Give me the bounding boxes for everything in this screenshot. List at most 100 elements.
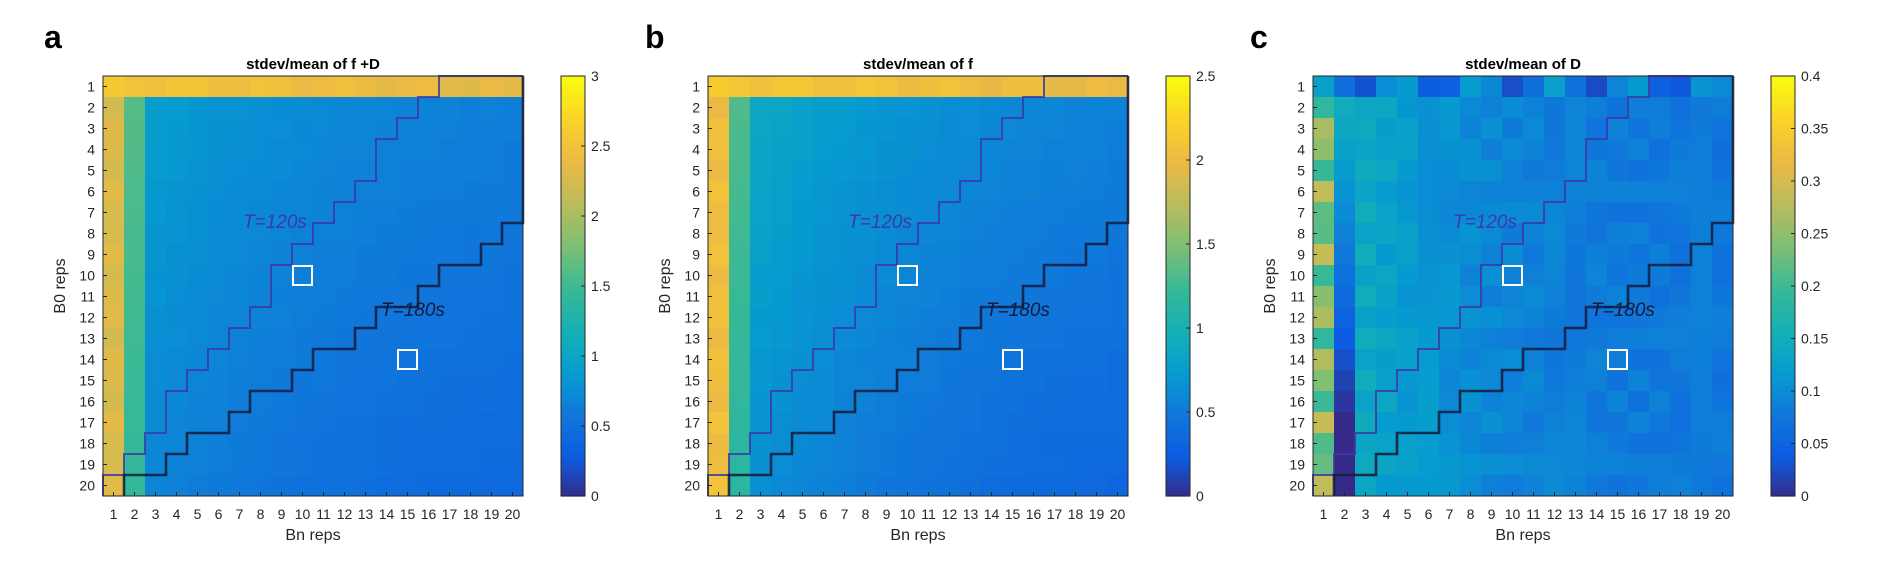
- heatmap-cell: [1691, 223, 1713, 245]
- heatmap-cell: [397, 328, 419, 350]
- heatmap-cell: [313, 391, 335, 413]
- heatmap-cell: [355, 118, 377, 140]
- colorbar-tick-label: 0.3: [1801, 173, 1821, 189]
- heatmap-cell: [1691, 328, 1713, 350]
- heatmap-cell: [771, 433, 793, 455]
- heatmap-cell: [271, 391, 293, 413]
- heatmap-cell: [981, 370, 1003, 392]
- heatmap-cell: [1397, 265, 1419, 287]
- heatmap-cell: [1712, 160, 1734, 182]
- heatmap-cell: [1502, 328, 1524, 350]
- heatmap-cell: [1460, 76, 1482, 98]
- heatmap-cell: [1044, 307, 1066, 329]
- heatmap-cell: [1107, 433, 1129, 455]
- heatmap-cell: [334, 433, 356, 455]
- heatmap-cell: [460, 223, 482, 245]
- heatmap-cell: [1397, 118, 1419, 140]
- heatmap-cell: [1439, 391, 1461, 413]
- heatmap-cell: [1044, 454, 1066, 476]
- heatmap-cell: [250, 412, 272, 434]
- heatmap-cell: [855, 223, 877, 245]
- contour-label-180s: T=180s: [381, 300, 445, 321]
- heatmap-cell: [187, 97, 209, 119]
- colorbar-segment: [561, 86, 585, 92]
- heatmap-cell: [1628, 433, 1650, 455]
- heatmap-cell: [1418, 412, 1440, 434]
- heatmap-cell: [1481, 160, 1503, 182]
- heatmap-cell: [1044, 475, 1066, 497]
- heatmap-cell: [1002, 118, 1024, 140]
- heatmap-cell: [187, 202, 209, 224]
- heatmap-cell: [187, 181, 209, 203]
- heatmap-cell: [1439, 223, 1461, 245]
- heatmap-cell: [502, 412, 524, 434]
- x-tick-label: 14: [379, 506, 395, 522]
- heatmap-cell: [1107, 202, 1129, 224]
- heatmap-cell: [1086, 181, 1108, 203]
- heatmap-cell: [418, 223, 440, 245]
- heatmap-cell: [1481, 139, 1503, 161]
- heatmap-cell: [1355, 286, 1377, 308]
- heatmap-cell: [439, 286, 461, 308]
- colorbar-segment: [1166, 286, 1190, 292]
- heatmap-cell: [1649, 265, 1671, 287]
- heatmap-cell: [103, 76, 125, 98]
- heatmap-cell: [1439, 76, 1461, 98]
- heatmap-cell: [103, 454, 125, 476]
- heatmap-cell: [1418, 475, 1440, 497]
- colorbar-segment: [1166, 386, 1190, 392]
- heatmap-cell: [334, 76, 356, 98]
- heatmap-cell: [481, 160, 503, 182]
- heatmap-cell: [1670, 475, 1692, 497]
- heatmap-cell: [1355, 244, 1377, 266]
- colorbar-segment: [1166, 226, 1190, 232]
- y-tick-label: 16: [79, 394, 95, 410]
- heatmap-cell: [708, 76, 730, 98]
- heatmap-cell: [981, 244, 1003, 266]
- heatmap-cell: [313, 139, 335, 161]
- heatmap-cell: [1023, 139, 1045, 161]
- x-tick-label: 16: [1631, 506, 1647, 522]
- colorbar-segment: [1771, 151, 1795, 157]
- heatmap-cell: [1439, 97, 1461, 119]
- heatmap-cell: [1355, 454, 1377, 476]
- heatmap-cell: [1107, 265, 1129, 287]
- highlight-marker: [1502, 265, 1523, 286]
- heatmap-cell: [771, 391, 793, 413]
- heatmap-cell: [1334, 202, 1356, 224]
- heatmap-cell: [939, 160, 961, 182]
- x-tick-label: 3: [1362, 506, 1370, 522]
- heatmap-cell: [187, 265, 209, 287]
- heatmap-cell: [897, 223, 919, 245]
- heatmap-cell: [897, 286, 919, 308]
- heatmap-cell: [145, 349, 167, 371]
- heatmap-cell: [1586, 244, 1608, 266]
- heatmap-cell: [918, 265, 940, 287]
- y-tick-label: 18: [684, 436, 700, 452]
- heatmap-cell: [1107, 328, 1129, 350]
- colorbar-segment: [561, 91, 585, 97]
- heatmap-cell: [1065, 454, 1087, 476]
- heatmap-cell: [897, 118, 919, 140]
- colorbar-segment: [1771, 221, 1795, 227]
- heatmap-cell: [1313, 412, 1335, 434]
- heatmap-cell: [1607, 181, 1629, 203]
- heatmap-cell: [834, 454, 856, 476]
- heatmap-cell: [1439, 307, 1461, 329]
- heatmap-cell: [1397, 349, 1419, 371]
- y-tick-label: 9: [87, 247, 95, 263]
- colorbar-segment: [1771, 91, 1795, 97]
- heatmap-cell: [1670, 391, 1692, 413]
- heatmap-cell: [1544, 370, 1566, 392]
- colorbar-segment: [561, 196, 585, 202]
- heatmap-cell: [502, 391, 524, 413]
- y-tick-label: 15: [1289, 373, 1305, 389]
- heatmap-cell: [1313, 475, 1335, 497]
- colorbar-segment: [1771, 206, 1795, 212]
- heatmap-cell: [1065, 286, 1087, 308]
- heatmap-cell: [960, 349, 982, 371]
- heatmap-cell: [103, 118, 125, 140]
- heatmap-cell: [1439, 412, 1461, 434]
- heatmap-cell: [1023, 286, 1045, 308]
- heatmap-cell: [1565, 286, 1587, 308]
